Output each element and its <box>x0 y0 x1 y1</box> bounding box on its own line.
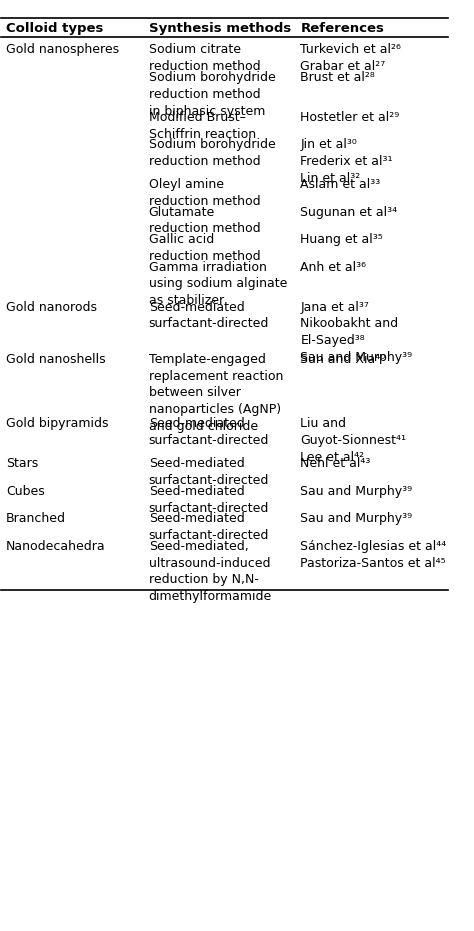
Text: Gold bipyramids: Gold bipyramids <box>6 417 109 430</box>
Text: Sau and Murphy³⁹: Sau and Murphy³⁹ <box>301 485 412 498</box>
Text: Aslam et al³³: Aslam et al³³ <box>301 178 381 191</box>
Text: Sau and Murphy³⁹: Sau and Murphy³⁹ <box>301 512 412 525</box>
Text: Anh et al³⁶: Anh et al³⁶ <box>301 261 366 274</box>
Text: Seed-mediated
surfactant-directed: Seed-mediated surfactant-directed <box>149 512 269 542</box>
Text: Branched: Branched <box>6 512 66 525</box>
Text: Sodium citrate
reduction method: Sodium citrate reduction method <box>149 44 260 74</box>
Text: Sun and Xia⁴⁰: Sun and Xia⁴⁰ <box>301 353 385 366</box>
Text: Colloid types: Colloid types <box>6 21 103 34</box>
Text: References: References <box>301 21 384 34</box>
Text: Cubes: Cubes <box>6 485 45 498</box>
Text: Gallic acid
reduction method: Gallic acid reduction method <box>149 233 260 263</box>
Text: Seed-mediated
surfactant-directed: Seed-mediated surfactant-directed <box>149 457 269 487</box>
Text: Brust et al²⁸: Brust et al²⁸ <box>301 71 375 84</box>
Text: Sodium borohydride
reduction method: Sodium borohydride reduction method <box>149 139 275 169</box>
Text: Modified Brust–
Schiffrin reaction: Modified Brust– Schiffrin reaction <box>149 111 256 141</box>
Text: Synthesis methods: Synthesis methods <box>149 21 291 34</box>
Text: Hostetler et al²⁹: Hostetler et al²⁹ <box>301 111 400 124</box>
Text: Sodium borohydride
reduction method
in biphasic system: Sodium borohydride reduction method in b… <box>149 71 275 117</box>
Text: Sánchez-Iglesias et al⁴⁴
Pastoriza-Santos et al⁴⁵: Sánchez-Iglesias et al⁴⁴ Pastoriza-Santo… <box>301 540 447 570</box>
Text: Jana et al³⁷
Nikoobakht and
El-Sayed³⁸
Sau and Murphy³⁹: Jana et al³⁷ Nikoobakht and El-Sayed³⁸ S… <box>301 301 412 364</box>
Text: Seed-mediated
surfactant-directed: Seed-mediated surfactant-directed <box>149 417 269 447</box>
Text: Turkevich et al²⁶
Grabar et al²⁷: Turkevich et al²⁶ Grabar et al²⁷ <box>301 44 401 74</box>
Text: Sugunan et al³⁴: Sugunan et al³⁴ <box>301 206 398 219</box>
Text: Stars: Stars <box>6 457 38 470</box>
Text: Oleyl amine
reduction method: Oleyl amine reduction method <box>149 178 260 208</box>
Text: Liu and
Guyot-Sionnest⁴¹
Lee et al⁴²: Liu and Guyot-Sionnest⁴¹ Lee et al⁴² <box>301 417 406 464</box>
Text: Template-engaged
replacement reaction
between silver
nanoparticles (AgNP)
and go: Template-engaged replacement reaction be… <box>149 353 283 433</box>
Text: Nanodecahedra: Nanodecahedra <box>6 540 106 553</box>
Text: Huang et al³⁵: Huang et al³⁵ <box>301 233 383 246</box>
Text: Seed-mediated
surfactant-directed: Seed-mediated surfactant-directed <box>149 485 269 515</box>
Text: Gold nanoshells: Gold nanoshells <box>6 353 106 366</box>
Text: Nehl et al⁴³: Nehl et al⁴³ <box>301 457 371 470</box>
Text: Glutamate
reduction method: Glutamate reduction method <box>149 206 260 236</box>
Text: Jin et al³⁰
Frederix et al³¹
Lin et al³²: Jin et al³⁰ Frederix et al³¹ Lin et al³² <box>301 139 393 185</box>
Text: Seed-mediated,
ultrasound-induced
reduction by N,N-
dimethylformamide: Seed-mediated, ultrasound-induced reduct… <box>149 540 272 603</box>
Text: Gold nanospheres: Gold nanospheres <box>6 44 119 57</box>
Text: Seed-mediated
surfactant-directed: Seed-mediated surfactant-directed <box>149 301 269 331</box>
Text: Gamma irradiation
using sodium alginate
as stabilizer: Gamma irradiation using sodium alginate … <box>149 261 287 307</box>
Text: Gold nanorods: Gold nanorods <box>6 301 97 314</box>
